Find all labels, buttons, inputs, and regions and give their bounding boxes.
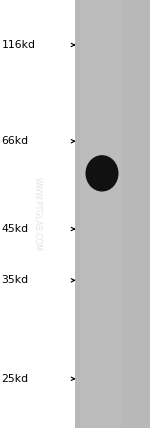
Text: 35kd: 35kd (2, 275, 29, 285)
Text: 25kd: 25kd (2, 374, 29, 384)
Text: 116kd: 116kd (2, 40, 36, 50)
Ellipse shape (85, 155, 118, 192)
Text: 45kd: 45kd (2, 224, 29, 234)
Bar (80, 0, 121, 428)
Text: WWW.PTGLAB.COM: WWW.PTGLAB.COM (33, 177, 42, 251)
Text: 66kd: 66kd (2, 136, 29, 146)
Bar (75, 0, 150, 428)
